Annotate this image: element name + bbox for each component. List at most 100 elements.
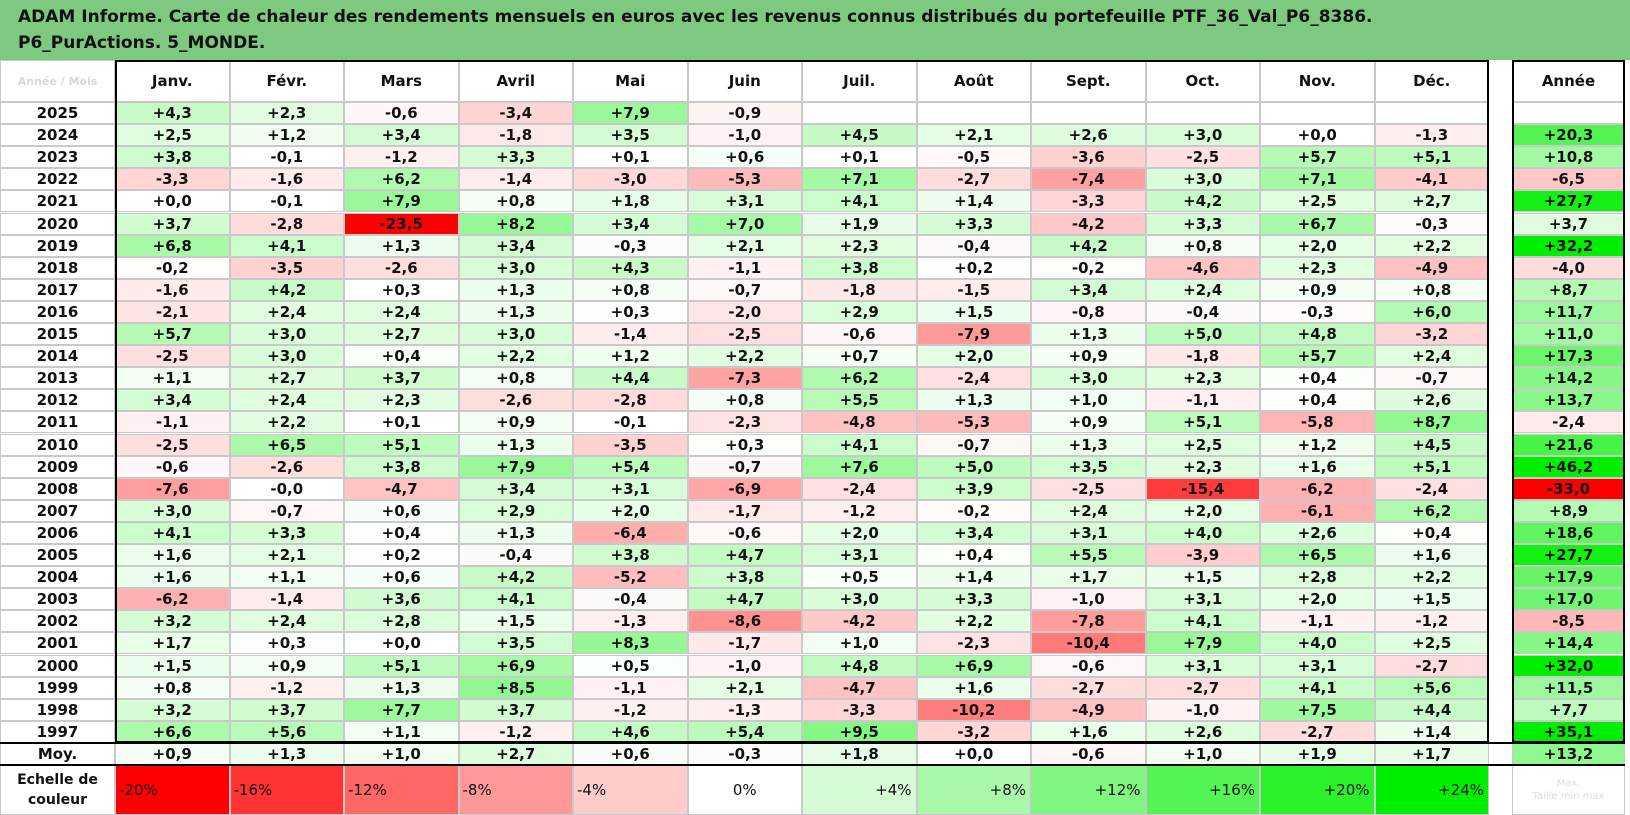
heat-cell: -1,1 (1145, 389, 1260, 412)
heat-cell: -0,4 (458, 544, 573, 567)
heat-cell: +2,4 (1145, 278, 1260, 301)
heat-cell: +4,5 (1374, 433, 1489, 456)
annual-cell: +13,7 (1512, 389, 1625, 412)
heat-cell: +8,3 (573, 632, 688, 655)
heat-cell: -2,3 (687, 411, 802, 434)
heat-cell: -1,8 (1145, 345, 1260, 368)
heat-cell: -1,4 (573, 323, 688, 346)
color-scale-step: +16% (1145, 765, 1260, 815)
heat-cell: +0,5 (573, 654, 688, 677)
row-label: 2006 (0, 521, 115, 544)
heat-cell: +1,6 (1260, 455, 1375, 478)
heat-cell: -1,6 (229, 168, 344, 191)
heat-cell: -2,7 (916, 168, 1031, 191)
heat-cell: +2,6 (1260, 521, 1375, 544)
color-scale-step: -4% (573, 765, 688, 815)
heat-cell: +1,2 (229, 124, 344, 147)
heat-cell: +1,5 (916, 300, 1031, 323)
annual-cell: +14,2 (1512, 367, 1625, 390)
heat-cell: +6,2 (1374, 499, 1489, 522)
average-cell: +0,9 (115, 742, 230, 765)
annual-cell: +21,6 (1512, 433, 1625, 456)
heat-cell: +4,0 (1260, 632, 1375, 655)
heat-cell: +0,9 (1031, 411, 1146, 434)
heat-cell: +0,3 (229, 632, 344, 655)
heat-cell: -4,9 (1031, 698, 1146, 721)
annual-cell: +27,7 (1512, 190, 1625, 213)
heat-cell: -1,6 (115, 278, 230, 301)
heat-cell: +2,0 (802, 521, 917, 544)
heat-cell: +4,1 (802, 190, 917, 213)
annual-cell: +27,7 (1512, 544, 1625, 567)
color-scale-step: +20% (1260, 765, 1375, 815)
heat-cell: -2,7 (1145, 676, 1260, 699)
heat-cell: +1,0 (802, 632, 917, 655)
heat-cell: -0,7 (687, 278, 802, 301)
heat-cell: +1,3 (458, 300, 573, 323)
annual-cell: +46,2 (1512, 455, 1625, 478)
heat-cell: +3,5 (458, 632, 573, 655)
heat-cell: -0,4 (573, 588, 688, 611)
heat-cell: +1,6 (115, 544, 230, 567)
heat-cell: -4,7 (344, 477, 459, 500)
heat-cell: -3,4 (458, 102, 573, 125)
heat-cell: -0,4 (1145, 300, 1260, 323)
heat-cell: -0,1 (229, 146, 344, 169)
heat-cell: -0,6 (687, 521, 802, 544)
heat-cell: +4,1 (1260, 676, 1375, 699)
heat-cell: -2,7 (1031, 676, 1146, 699)
heat-cell: +6,2 (344, 168, 459, 191)
heat-cell: +1,0 (1031, 389, 1146, 412)
heat-cell: -4,7 (802, 676, 917, 699)
heat-cell: +4,3 (115, 102, 230, 125)
row-label: 2013 (0, 367, 115, 390)
heat-cell: +1,6 (1031, 720, 1146, 743)
heat-cell: +1,3 (1031, 433, 1146, 456)
heat-cell: +2,5 (115, 124, 230, 147)
heat-cell: +7,1 (1260, 168, 1375, 191)
heat-cell: +0,3 (687, 433, 802, 456)
heat-cell: +4,7 (687, 588, 802, 611)
heat-cell: -3,5 (229, 256, 344, 279)
heat-cell: +0,5 (802, 566, 917, 589)
heat-cell: +1,6 (115, 566, 230, 589)
heat-cell: -3,9 (1145, 544, 1260, 567)
heat-cell: +1,6 (916, 676, 1031, 699)
column-header: Juin (687, 60, 802, 102)
heat-cell: +7,5 (1260, 698, 1375, 721)
heat-cell: +3,7 (229, 698, 344, 721)
heat-cell: +3,5 (1031, 455, 1146, 478)
heat-cell: -5,8 (1260, 411, 1375, 434)
color-scale-step: -16% (229, 765, 344, 815)
heat-cell: +4,8 (802, 654, 917, 677)
heat-cell: -2,5 (1145, 146, 1260, 169)
heat-cell: +5,5 (802, 389, 917, 412)
heat-cell: +2,6 (1031, 124, 1146, 147)
average-annual-cell: +13,2 (1512, 742, 1625, 765)
column-header: Sept. (1031, 60, 1146, 102)
heat-cell (916, 102, 1031, 125)
annual-cell: +11,5 (1512, 676, 1625, 699)
heat-cell: +7,6 (802, 455, 917, 478)
heat-cell: +4,4 (1374, 698, 1489, 721)
heat-cell: +3,3 (916, 588, 1031, 611)
heat-cell: +4,1 (115, 521, 230, 544)
heat-cell: +3,0 (1031, 367, 1146, 390)
row-label: 2009 (0, 455, 115, 478)
heat-cell: +5,4 (687, 720, 802, 743)
heat-cell: -1,8 (458, 124, 573, 147)
heat-cell: -4,6 (1145, 256, 1260, 279)
average-cell: +1,0 (344, 742, 459, 765)
heat-cell: +2,3 (802, 234, 917, 257)
annual-cell (1512, 102, 1625, 125)
heat-cell: +5,7 (1260, 146, 1375, 169)
heat-cell: +0,8 (1374, 278, 1489, 301)
heat-cell: +4,1 (229, 234, 344, 257)
heat-cell: -5,2 (573, 566, 688, 589)
heat-cell: +5,1 (344, 433, 459, 456)
heat-cell: -2,5 (115, 345, 230, 368)
heatmap-grid: Année / Mois Janv. Févr. Mars Avril Mai Juin Ju… (0, 60, 1630, 815)
heat-cell: +1,1 (344, 720, 459, 743)
annual-cell: +7,7 (1512, 698, 1625, 721)
heat-cell: +3,3 (458, 146, 573, 169)
